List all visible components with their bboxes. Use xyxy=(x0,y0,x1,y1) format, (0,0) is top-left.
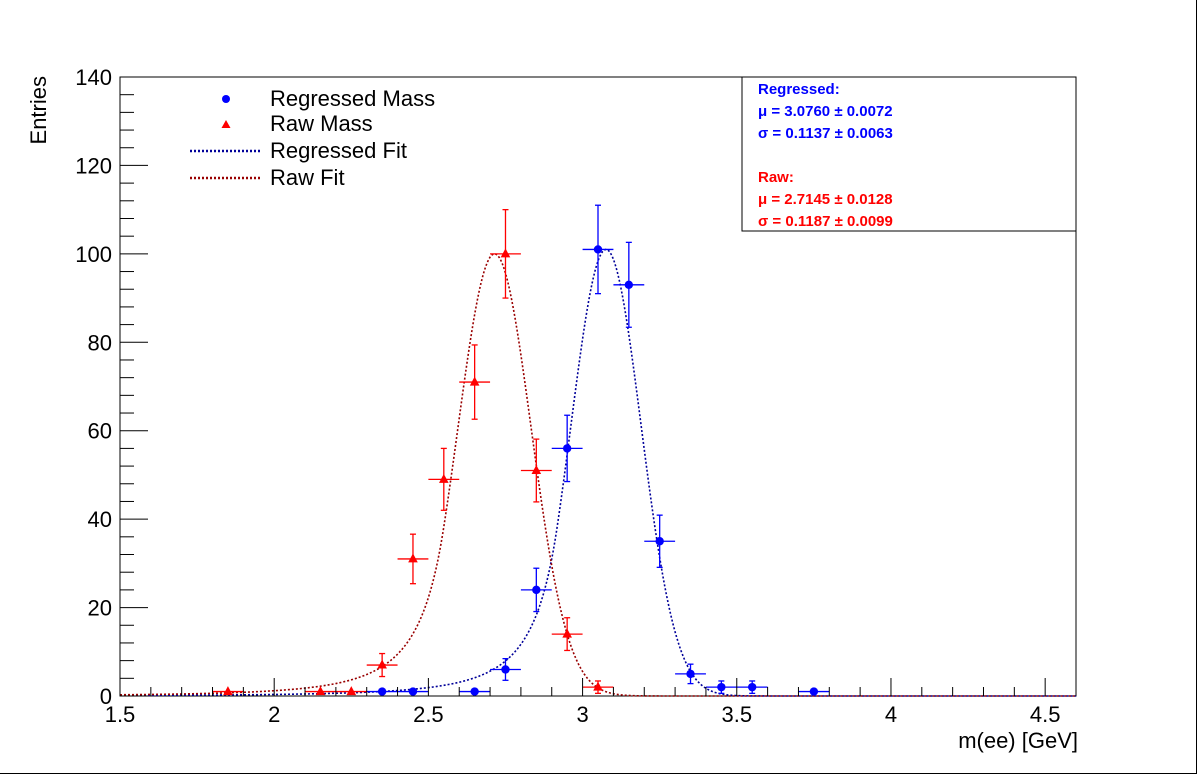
regressed-marker xyxy=(686,669,695,679)
regressed-marker xyxy=(747,682,757,692)
y-tick-label: 0 xyxy=(100,684,112,709)
regressed-marker xyxy=(470,687,479,696)
raw-marker xyxy=(531,465,542,475)
y-tick-label: 100 xyxy=(75,242,112,267)
raw-marker xyxy=(346,686,357,696)
stats-regressed-mu: μ = 3.0760 ± 0.0072 xyxy=(758,103,893,120)
regressed-marker xyxy=(532,585,541,595)
regressed-data-point xyxy=(736,680,768,694)
stats-regressed-header: Regressed: xyxy=(758,81,840,98)
raw-data-point xyxy=(490,208,521,299)
raw-fit-curve xyxy=(119,253,1076,697)
regressed-data-point xyxy=(366,687,398,696)
raw-data-point xyxy=(397,533,429,585)
plot-area-frame xyxy=(119,76,1077,697)
stats-box: Regressed: μ = 3.0760 ± 0.0072 σ = 0.113… xyxy=(741,76,1077,232)
raw-marker xyxy=(408,553,418,563)
raw-data-point xyxy=(582,680,614,694)
x-tick-label: 1.5 xyxy=(105,702,136,727)
y-tick-label: 60 xyxy=(88,419,112,444)
regressed-data-point xyxy=(520,567,552,613)
legend: Regressed Mass Raw Mass Regressed Fit Ra… xyxy=(190,86,435,190)
fit-curves xyxy=(119,248,1076,697)
legend-regressed-fit-label: Regressed Fit xyxy=(270,138,407,163)
raw-marker xyxy=(223,686,233,696)
raw-marker xyxy=(469,376,480,386)
regressed-marker xyxy=(562,444,572,453)
raw-data-point xyxy=(366,652,398,678)
x-tick-label: 3.5 xyxy=(721,702,752,727)
raw-marker xyxy=(377,659,387,669)
regressed-marker xyxy=(593,245,603,254)
raw-data-point xyxy=(459,344,491,420)
regressed-marker xyxy=(408,687,418,696)
regressed-data-point xyxy=(798,687,830,696)
regressed-marker xyxy=(501,665,510,674)
raw-marker xyxy=(439,473,449,483)
legend-raw-fit-label: Raw Fit xyxy=(270,165,345,190)
x-tick-label: 4.5 xyxy=(1030,702,1061,727)
regressed-data-point xyxy=(397,687,429,696)
stats-box-frame xyxy=(741,76,1077,232)
regressed-marker xyxy=(624,280,634,290)
y-tick-label: 80 xyxy=(88,330,112,355)
regressed-data-point xyxy=(459,687,491,696)
regressed-data-point xyxy=(705,680,737,694)
raw-data-point xyxy=(212,686,244,696)
raw-marker xyxy=(562,628,572,638)
x-axis-title: m(ee) [GeV] xyxy=(958,728,1078,753)
x-tick-label: 2 xyxy=(268,702,280,727)
regressed-marker xyxy=(655,537,664,546)
x-tick-label: 3 xyxy=(576,702,588,727)
regressed-marker xyxy=(377,687,387,696)
stats-raw-header: Raw: xyxy=(758,169,794,186)
y-tick-label: 120 xyxy=(75,153,112,178)
regressed-data-point xyxy=(644,514,676,568)
raw-marker xyxy=(315,686,326,696)
raw-marker xyxy=(500,248,511,258)
data-points xyxy=(212,204,830,696)
stats-raw-mu: μ = 2.7145 ± 0.0128 xyxy=(758,191,893,208)
raw-data-point xyxy=(428,447,460,511)
y-tick-label: 40 xyxy=(88,507,112,532)
axis-ticks: 1.5 2 2.5 3 3.5 4 4.5 0 20 40 60 80 100 120 140 xyxy=(75,65,1077,727)
y-axis-title: Entries xyxy=(26,76,51,144)
stats-raw-sigma: σ = 0.1187 ± 0.0099 xyxy=(758,213,893,230)
legend-regressed-mass-label: Regressed Mass xyxy=(270,86,435,111)
y-tick-label: 20 xyxy=(88,596,112,621)
plot-frame xyxy=(119,76,1077,697)
stats-regressed-sigma: σ = 0.1137 ± 0.0063 xyxy=(758,125,893,142)
legend-raw-mass-label: Raw Mass xyxy=(270,111,373,136)
regressed-marker xyxy=(717,682,726,692)
y-tick-label: 140 xyxy=(75,65,112,90)
legend-regressed-marker xyxy=(222,95,230,103)
regressed-data-point xyxy=(613,241,645,328)
legend-raw-marker xyxy=(221,120,231,128)
x-tick-label: 2.5 xyxy=(413,702,444,727)
regressed-fit-curve xyxy=(120,248,1076,697)
regressed-data-point xyxy=(551,414,583,483)
raw-data-point xyxy=(520,438,552,503)
x-tick-label: 4 xyxy=(885,702,897,727)
regressed-data-point xyxy=(582,204,614,295)
regressed-data-point xyxy=(490,657,521,681)
regressed-data-point xyxy=(675,663,706,685)
raw-data-point xyxy=(551,617,583,652)
raw-marker xyxy=(593,681,603,691)
raw-data-point xyxy=(335,686,367,696)
regressed-marker xyxy=(809,687,819,696)
raw-data-point xyxy=(305,686,336,696)
